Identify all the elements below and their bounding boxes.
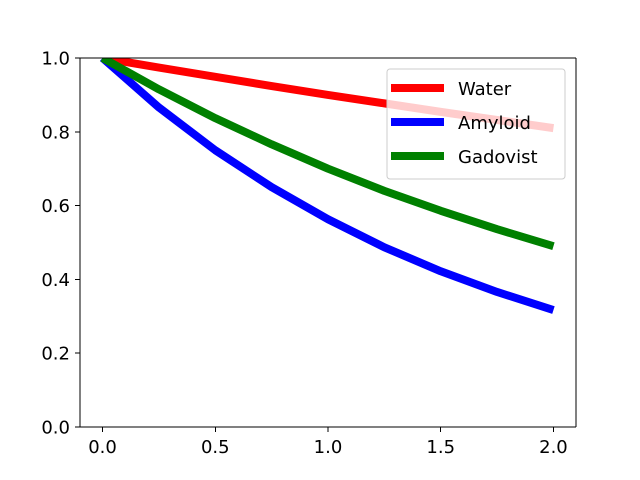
legend: Water Amyloid Gadovist [386,68,566,180]
series-line-amyloid [99,58,555,314]
y-tick-label: 1.0 [41,49,70,70]
x-tick-label: 2.0 [539,437,568,458]
x-tick-label: 0.5 [201,437,230,458]
y-tick-label: 0.8 [41,122,70,143]
series-line-gadovist [100,58,555,251]
y-tick-label: 0.4 [41,270,70,291]
x-tick-label: 1.5 [426,437,455,458]
y-tick-label: 0.2 [41,344,70,365]
legend-label-water: Water [458,79,512,100]
y-tick-label: 0.6 [41,196,70,217]
x-tick-label: 0.0 [88,437,117,458]
y-tick-label: 0.0 [41,418,70,439]
legend-label-amyloid: Amyloid [458,113,531,134]
x-tick-label: 1.0 [314,437,343,458]
legend-label-gadovist: Gadovist [458,147,538,168]
legend-box [386,68,566,180]
axes-layer: 0.0 0.5 1.0 1.5 2.0 0.0 0.2 0.4 0.6 0.8 1.0 [41,49,577,458]
